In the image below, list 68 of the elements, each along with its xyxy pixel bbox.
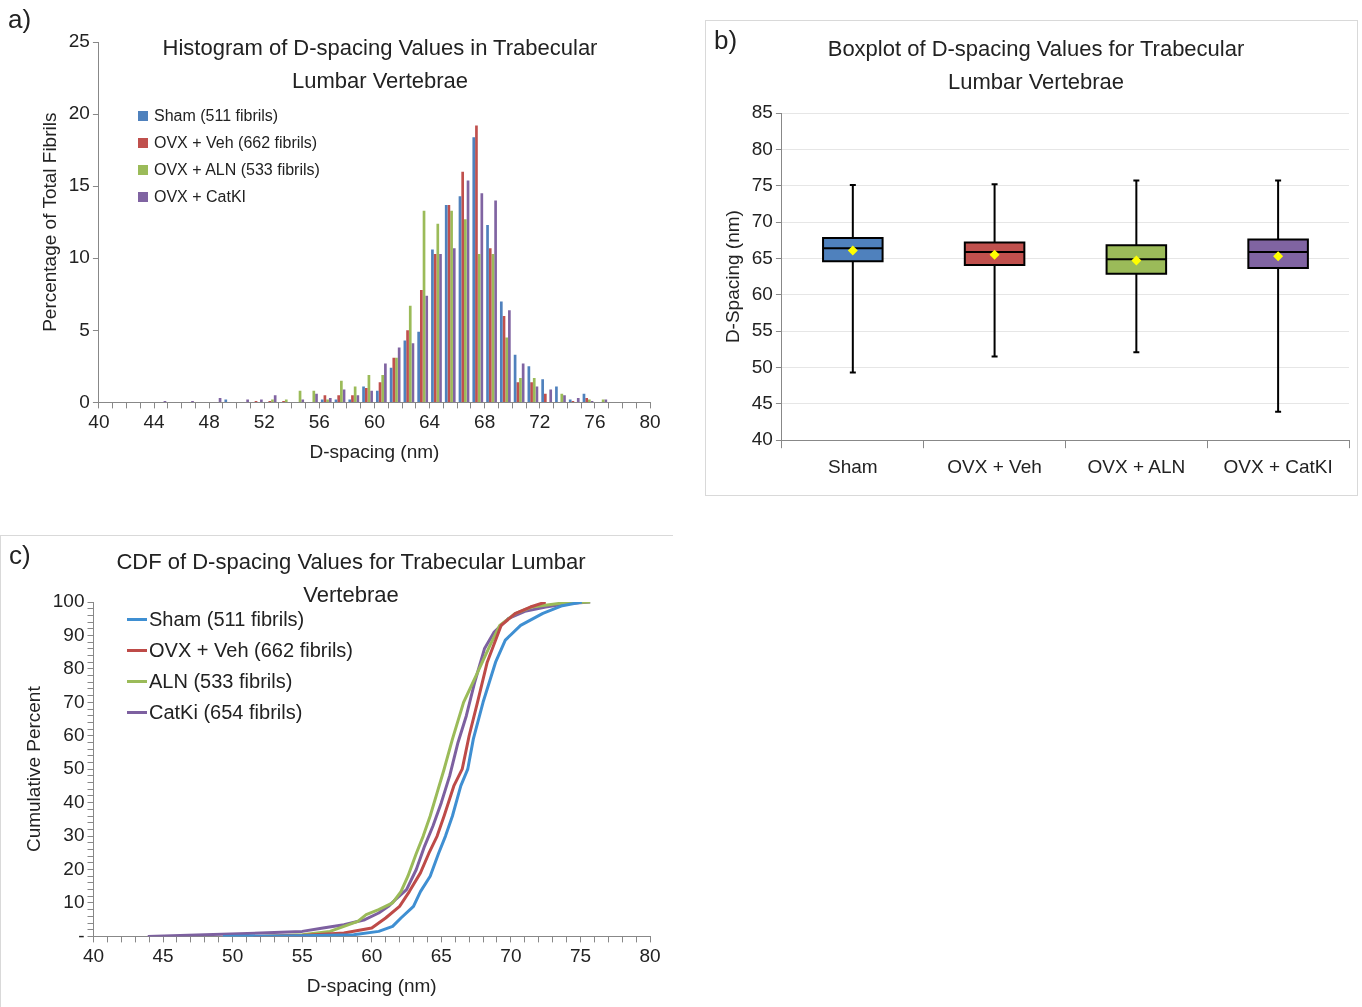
legend-label: OVX + Veh (662 fibrils)	[149, 639, 353, 662]
y-tick-label: 90	[63, 623, 85, 645]
legend-label: ALN (533 fibrils)	[149, 670, 293, 693]
x-tick-label: 52	[253, 411, 275, 433]
x-tick-label: 50	[222, 945, 244, 967]
y-tick-label: 30	[63, 824, 85, 846]
chart-title: Boxplot of D-spacing Values for Trabecular Lumbar Vertebrae	[826, 35, 1246, 96]
x-tick-label: 68	[474, 411, 496, 433]
x-tick-label: 55	[291, 945, 313, 967]
x-tick-label: 44	[143, 411, 166, 433]
y-axis-title: D-Spacing (nm)	[721, 210, 743, 344]
x-tick-label: 48	[198, 411, 220, 433]
y-tick-label: 50	[63, 757, 85, 779]
legend-label: OVX + CatKI	[154, 187, 247, 206]
x-tick-label: 76	[584, 411, 606, 433]
y-tick-label: 75	[751, 173, 773, 195]
x-tick-label: 60	[363, 411, 386, 433]
text: b)	[714, 25, 738, 56]
y-tick-label: 45	[751, 392, 773, 414]
x-tick-label: 65	[430, 945, 452, 967]
y-axis-title: Percentage of Total Fibrils	[38, 112, 60, 332]
y-tick-label: 40	[63, 790, 85, 812]
x-tick-label: 80	[639, 411, 661, 433]
x-tick-label: OVX + ALN	[1087, 455, 1186, 477]
y-axis-title: Cumulative Percent	[22, 685, 44, 853]
x-tick-label: OVX + CatKI	[1223, 455, 1333, 477]
y-tick-label: 80	[751, 137, 773, 159]
x-tick-label: Sham	[828, 455, 878, 477]
y-tick-label: 20	[68, 102, 90, 124]
y-tick-label: 20	[63, 857, 85, 879]
chart-title: Histogram of D-spacing Values in Trabecular Lumbar Vertebrae	[161, 34, 599, 95]
x-tick-label: 72	[529, 411, 551, 433]
chart-title: CDF of D-spacing Values for Trabecular Lumbar Vertebrae	[116, 549, 586, 607]
legend-label: OVX + ALN (533 fibrils)	[154, 160, 320, 179]
y-tick-label: 80	[63, 657, 85, 679]
x-tick-label: 70	[500, 945, 522, 967]
y-tick-label: 85	[751, 101, 773, 123]
y-tick-label: 50	[751, 355, 773, 377]
x-tick-label: 64	[419, 411, 441, 433]
x-tick-label: 56	[308, 411, 330, 433]
y-tick-label: 100	[52, 590, 85, 612]
x-tick-label: OVX + Veh	[947, 455, 1042, 477]
text: a)	[8, 4, 32, 35]
x-axis-title: D-spacing (nm)	[309, 440, 440, 462]
x-tick-label: 60	[361, 945, 383, 967]
legend-label: Sham (511 fibrils)	[154, 106, 279, 125]
text: c)	[9, 540, 31, 571]
y-tick-label: 70	[63, 690, 85, 712]
y-tick-label: 5	[79, 318, 90, 340]
y-tick-label: 65	[751, 246, 773, 268]
legend-label: CatKi (654 fibrils)	[149, 701, 303, 724]
legend-label: OVX + Veh (662 fibrils)	[154, 133, 318, 152]
y-tick-label: -	[78, 924, 85, 946]
legend-label: Sham (511 fibrils)	[149, 608, 305, 631]
x-axis-title: D-spacing (nm)	[306, 974, 437, 996]
y-tick-label: 10	[68, 246, 90, 268]
x-tick-label: 75	[569, 945, 592, 967]
x-tick-label: 45	[152, 945, 174, 967]
y-tick-label: 25	[68, 30, 90, 52]
x-tick-label: 80	[639, 945, 661, 967]
y-tick-label: 0	[79, 390, 90, 412]
y-tick-label: 10	[63, 891, 85, 913]
y-tick-label: 15	[68, 174, 90, 196]
y-tick-label: 60	[63, 723, 85, 745]
y-tick-label: 55	[751, 319, 773, 341]
y-tick-label: 70	[751, 210, 773, 232]
y-tick-label: 60	[751, 283, 773, 305]
y-tick-label: 40	[751, 428, 773, 450]
